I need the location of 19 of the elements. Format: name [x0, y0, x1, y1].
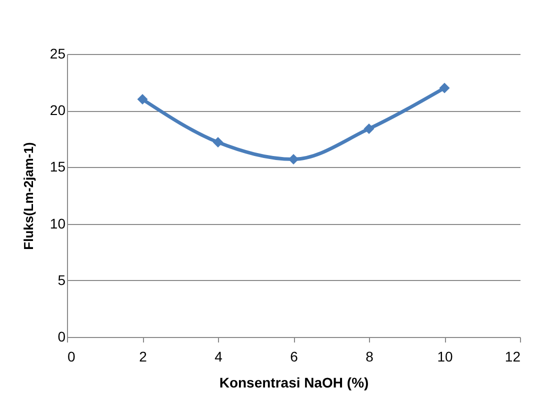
y-tick-label: 20: [50, 102, 66, 118]
x-axis-title: Konsentrasi NaOH (%): [219, 374, 369, 390]
y-tick-label: 10: [50, 215, 66, 232]
x-tick-label: 10: [437, 348, 453, 364]
point: [288, 154, 299, 165]
x-tick-label: 4: [214, 348, 223, 364]
y-tick-label: 15: [50, 158, 66, 175]
x-tick-label: 8: [366, 348, 374, 364]
point: [137, 94, 148, 105]
y-tick-label: 0: [58, 328, 66, 344]
x-tick-label: 2: [139, 348, 148, 364]
x-tick-label: 6: [290, 348, 298, 364]
y-tick-label: 25: [50, 46, 66, 62]
y-axis-title: Fluks(Lm-2jam-1): [20, 142, 36, 250]
point: [212, 137, 224, 148]
point: [439, 82, 450, 94]
y-tick-label: 5: [58, 272, 66, 288]
x-tick-label: 12: [504, 348, 521, 364]
point: [364, 123, 374, 134]
